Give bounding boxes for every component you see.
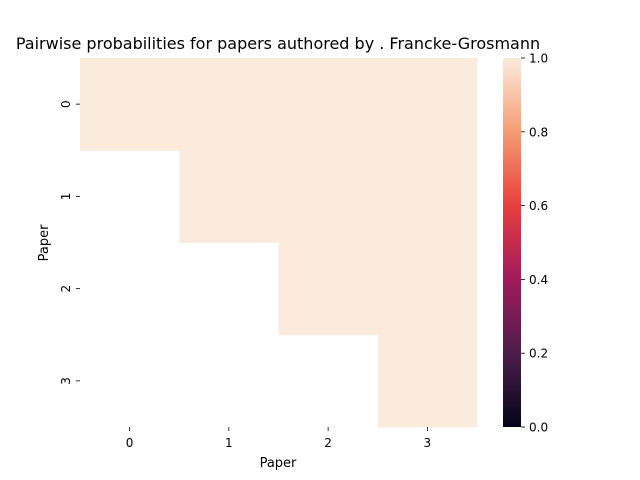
chart-title: Pairwise probabilities for papers author… (16, 34, 540, 53)
y-tick-label: 3 (59, 377, 73, 385)
colorbar-tick-label: 0.2 (529, 347, 548, 361)
y-axis-label: Paper (37, 224, 52, 261)
colorbar-tick-label: 0.6 (529, 199, 548, 213)
colorbar (503, 58, 521, 427)
heatmap-cell-r1-c2 (278, 150, 379, 243)
heatmap-cell-r0-c1 (179, 58, 279, 151)
x-axis-label: Paper (260, 456, 297, 471)
x-axis-ticks: 0 1 2 3 (126, 427, 431, 450)
heatmap-cell-r1-c3 (377, 150, 478, 243)
heatmap-cell-r0-c2 (278, 58, 379, 151)
heatmap-cell-r3-c3 (377, 334, 478, 428)
colorbar-tick-label: 0.0 (529, 421, 548, 435)
y-tick-label: 1 (59, 193, 73, 201)
y-tick-label: 0 (59, 100, 73, 108)
colorbar-tick-label: 0.4 (529, 273, 548, 287)
x-tick-label: 2 (324, 436, 332, 450)
y-tick-label: 2 (59, 285, 73, 293)
heatmap-cell-r2-c3 (377, 242, 478, 336)
colorbar-ticks: 0.0 0.2 0.4 0.6 0.8 1.0 (521, 52, 548, 435)
heatmap-cells (80, 58, 478, 428)
x-tick-label: 3 (424, 436, 432, 450)
heatmap-cell-r2-c2 (278, 242, 379, 336)
colorbar-tick-label: 1.0 (529, 52, 548, 66)
heatmap-cell-r0-c0 (80, 58, 180, 151)
heatmap-cell-r1-c1 (179, 150, 279, 243)
y-axis-ticks: 0 1 2 3 (59, 100, 80, 385)
colorbar-tick-label: 0.8 (529, 125, 548, 139)
x-tick-label: 1 (225, 436, 233, 450)
heatmap-cell-r0-c3 (377, 58, 478, 151)
x-tick-label: 0 (126, 436, 134, 450)
